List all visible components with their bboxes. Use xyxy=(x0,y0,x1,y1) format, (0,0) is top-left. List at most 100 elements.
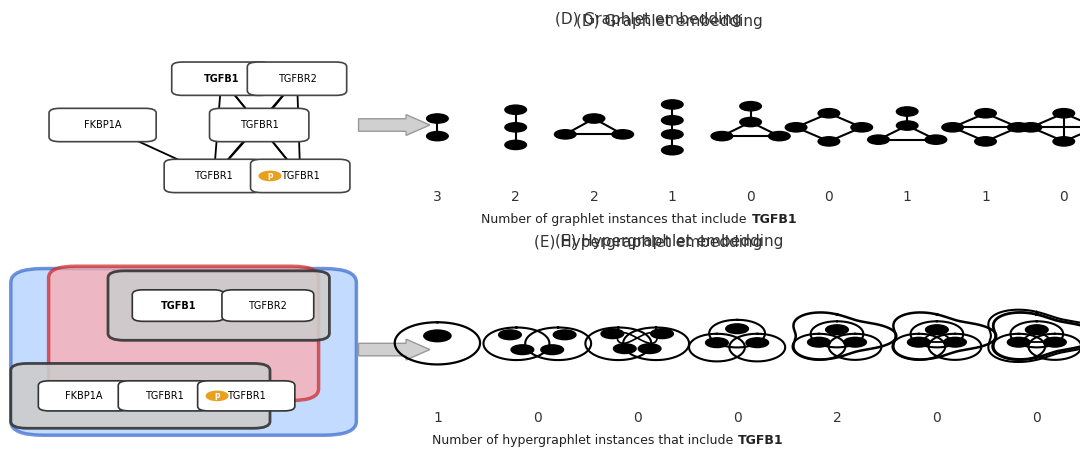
FancyBboxPatch shape xyxy=(11,363,270,428)
Circle shape xyxy=(975,109,996,118)
FancyBboxPatch shape xyxy=(133,290,225,321)
Text: TGFB1: TGFB1 xyxy=(204,74,239,84)
Circle shape xyxy=(705,338,728,348)
Circle shape xyxy=(740,101,761,111)
FancyArrow shape xyxy=(359,339,430,360)
Circle shape xyxy=(662,130,684,139)
FancyBboxPatch shape xyxy=(39,381,130,411)
Text: TGFBR1: TGFBR1 xyxy=(240,120,279,130)
Text: 0: 0 xyxy=(746,190,755,204)
Text: Number of graphlet instances that include: Number of graphlet instances that includ… xyxy=(481,213,751,226)
Circle shape xyxy=(926,325,948,335)
FancyBboxPatch shape xyxy=(222,290,313,321)
Circle shape xyxy=(1043,338,1066,347)
Circle shape xyxy=(726,324,748,333)
Circle shape xyxy=(1008,338,1030,347)
FancyBboxPatch shape xyxy=(251,159,350,193)
FancyBboxPatch shape xyxy=(164,159,264,193)
FancyBboxPatch shape xyxy=(172,62,271,95)
Text: 0: 0 xyxy=(824,190,834,204)
Text: (E) Hypergraphlet embedding: (E) Hypergraphlet embedding xyxy=(534,235,762,250)
Text: 0: 0 xyxy=(1032,411,1041,425)
Circle shape xyxy=(600,329,624,338)
FancyBboxPatch shape xyxy=(49,266,319,400)
Circle shape xyxy=(851,123,873,132)
Circle shape xyxy=(423,330,451,342)
Circle shape xyxy=(711,131,732,141)
Text: 0: 0 xyxy=(633,411,642,425)
Circle shape xyxy=(427,114,448,123)
Text: 0: 0 xyxy=(532,411,542,425)
Text: p: p xyxy=(267,171,273,181)
Text: 1: 1 xyxy=(433,411,442,425)
FancyBboxPatch shape xyxy=(108,271,329,340)
Text: TGFBR1: TGFBR1 xyxy=(145,391,184,401)
Text: (D) Graphlet embedding: (D) Graphlet embedding xyxy=(577,14,762,29)
Circle shape xyxy=(1053,137,1075,146)
Text: FKBP1A: FKBP1A xyxy=(84,120,121,130)
Circle shape xyxy=(785,123,807,132)
FancyArrow shape xyxy=(359,115,430,135)
FancyBboxPatch shape xyxy=(247,62,347,95)
Circle shape xyxy=(554,130,576,139)
FancyBboxPatch shape xyxy=(119,381,210,411)
Circle shape xyxy=(259,171,281,181)
Circle shape xyxy=(662,100,684,109)
FancyBboxPatch shape xyxy=(210,108,309,142)
Circle shape xyxy=(553,330,576,340)
Text: 0: 0 xyxy=(1059,190,1068,204)
Circle shape xyxy=(867,135,889,144)
Circle shape xyxy=(896,121,918,130)
Circle shape xyxy=(825,325,849,335)
Circle shape xyxy=(662,145,684,155)
Text: 0: 0 xyxy=(932,411,942,425)
Text: TGFBR2: TGFBR2 xyxy=(248,300,287,311)
Circle shape xyxy=(499,330,522,340)
Circle shape xyxy=(975,137,996,146)
Circle shape xyxy=(944,338,967,347)
Circle shape xyxy=(808,338,831,347)
Circle shape xyxy=(505,123,527,132)
Text: FKBP1A: FKBP1A xyxy=(66,391,103,401)
Text: TGFBR1: TGFBR1 xyxy=(227,391,266,401)
Circle shape xyxy=(650,329,674,338)
Text: 2: 2 xyxy=(833,411,841,425)
FancyBboxPatch shape xyxy=(198,381,295,411)
Circle shape xyxy=(769,131,791,141)
Text: TGFBR1: TGFBR1 xyxy=(194,171,233,181)
Text: 1: 1 xyxy=(903,190,912,204)
Circle shape xyxy=(505,105,527,114)
Text: p: p xyxy=(214,391,220,400)
Circle shape xyxy=(819,109,840,118)
Text: 3: 3 xyxy=(433,190,442,204)
Text: (E) Hypergraphlet embedding: (E) Hypergraphlet embedding xyxy=(555,234,784,249)
Text: 1: 1 xyxy=(667,190,677,204)
Circle shape xyxy=(1008,123,1029,132)
Circle shape xyxy=(206,391,228,400)
Circle shape xyxy=(583,114,605,123)
FancyBboxPatch shape xyxy=(11,269,356,435)
Circle shape xyxy=(740,118,761,127)
Circle shape xyxy=(541,345,564,355)
Text: TGFB1: TGFB1 xyxy=(739,434,784,447)
Circle shape xyxy=(926,135,947,144)
Circle shape xyxy=(896,107,918,116)
Text: TGFB1: TGFB1 xyxy=(161,300,195,311)
Text: TGFBR2: TGFBR2 xyxy=(278,74,316,84)
Text: 1: 1 xyxy=(981,190,990,204)
Circle shape xyxy=(662,116,684,125)
Circle shape xyxy=(505,140,527,150)
Circle shape xyxy=(942,123,963,132)
Circle shape xyxy=(1026,325,1048,335)
Circle shape xyxy=(1053,109,1075,118)
Text: TGFBR1: TGFBR1 xyxy=(281,171,320,181)
Circle shape xyxy=(843,338,866,347)
Text: 0: 0 xyxy=(732,411,742,425)
Text: Number of hypergraphlet instances that include: Number of hypergraphlet instances that i… xyxy=(432,434,737,447)
Text: (D) Graphlet embedding: (D) Graphlet embedding xyxy=(555,12,741,26)
Circle shape xyxy=(1021,123,1042,132)
Circle shape xyxy=(612,130,634,139)
Text: TGFB1: TGFB1 xyxy=(752,213,797,226)
Circle shape xyxy=(638,344,661,354)
Text: 2: 2 xyxy=(590,190,598,204)
